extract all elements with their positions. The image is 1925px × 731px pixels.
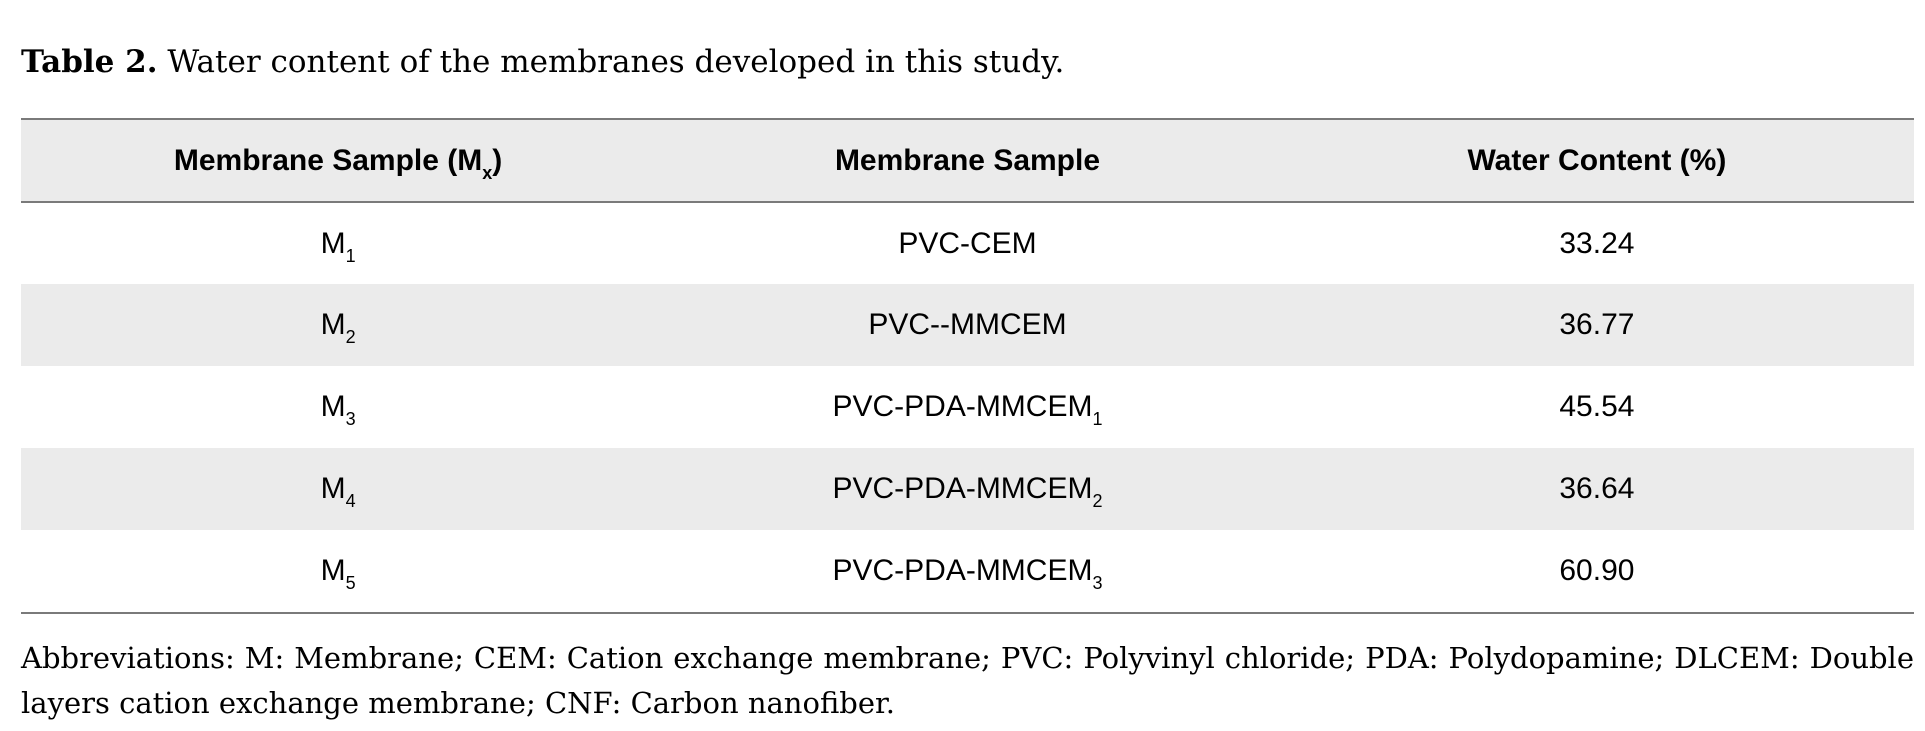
membrane-sample-subscript: 2 (1092, 491, 1103, 511)
membrane-sample-main: PVC-PDA-MMCEM (832, 554, 1093, 587)
membrane-id-main: M (320, 308, 346, 341)
table-row: M1 PVC-CEM 33.24 (21, 202, 1914, 284)
table-row: M4 PVC-PDA-MMCEM2 36.64 (21, 448, 1914, 530)
water-content-table: Membrane Sample (Mx) Membrane Sample Wat… (21, 120, 1914, 612)
table-header: Membrane Sample (Mx) Membrane Sample Wat… (21, 120, 1914, 202)
membrane-id-cell: M5 (21, 530, 655, 612)
water-content-cell: 36.64 (1559, 472, 1635, 505)
water-content-cell: 36.77 (1559, 308, 1635, 341)
table-body: M1 PVC-CEM 33.24 M2 PVC--MMCEM 36.77 M3 … (21, 202, 1914, 612)
water-content-table-wrapper: Membrane Sample (Mx) Membrane Sample Wat… (21, 118, 1914, 614)
header-mx-main: Membrane Sample (M (173, 143, 483, 177)
membrane-id-subscript: 1 (345, 245, 356, 266)
table-header-row: Membrane Sample (Mx) Membrane Sample Wat… (21, 120, 1914, 202)
membrane-id-subscript: 4 (345, 491, 356, 511)
membrane-sample-cell: PVC-CEM (655, 202, 1280, 284)
membrane-id-main: M (320, 390, 346, 423)
membrane-sample-cell: PVC-PDA-MMCEM2 (655, 448, 1280, 530)
membrane-sample-subscript: 1 (1092, 409, 1103, 429)
header-membrane-sample: Membrane Sample (834, 143, 1101, 177)
water-content-cell: 45.54 (1559, 390, 1635, 423)
membrane-sample-subscript: 3 (1092, 573, 1103, 593)
membrane-id-subscript: 5 (345, 573, 356, 593)
membrane-id-cell: M1 (21, 202, 655, 284)
table-caption: Table 2. Water content of the membranes … (21, 42, 1064, 82)
membrane-id-main: M (320, 554, 346, 587)
table-row: M3 PVC-PDA-MMCEM1 45.54 (21, 366, 1914, 448)
table-caption-text: Water content of the membranes developed… (157, 44, 1065, 80)
membrane-id-subscript: 2 (345, 327, 356, 347)
membrane-id-cell: M3 (21, 366, 655, 448)
membrane-sample-main: PVC-CEM (898, 226, 1037, 260)
membrane-id-main: M (320, 472, 346, 505)
abbreviations-note: Abbreviations: M: Membrane; CEM: Cation … (21, 641, 1914, 720)
membrane-id-main: M (320, 226, 346, 260)
membrane-sample-cell: PVC-PDA-MMCEM3 (655, 530, 1280, 612)
water-content-cell: 60.90 (1559, 554, 1635, 587)
table-caption-label: Table 2. (21, 44, 158, 80)
table-row: M2 PVC--MMCEM 36.77 (21, 284, 1914, 366)
header-water-content: Water Content (%) (1467, 143, 1727, 177)
membrane-id-subscript: 3 (345, 409, 356, 429)
table-row: M5 PVC-PDA-MMCEM3 60.90 (21, 530, 1914, 612)
membrane-id-cell: M2 (21, 284, 655, 366)
membrane-sample-cell: PVC-PDA-MMCEM1 (655, 366, 1280, 448)
water-content-cell: 33.24 (1559, 226, 1635, 260)
membrane-sample-main: PVC-PDA-MMCEM (832, 472, 1093, 505)
membrane-id-cell: M4 (21, 448, 655, 530)
membrane-sample-main: PVC-PDA-MMCEM (832, 390, 1093, 423)
header-membrane-sample-mx: Membrane Sample (Mx) (21, 120, 655, 202)
header-mx-tail: ) (492, 143, 503, 177)
membrane-sample-main: PVC--MMCEM (868, 308, 1067, 341)
header-mx-subscript: x (482, 162, 493, 183)
membrane-sample-cell: PVC--MMCEM (655, 284, 1280, 366)
